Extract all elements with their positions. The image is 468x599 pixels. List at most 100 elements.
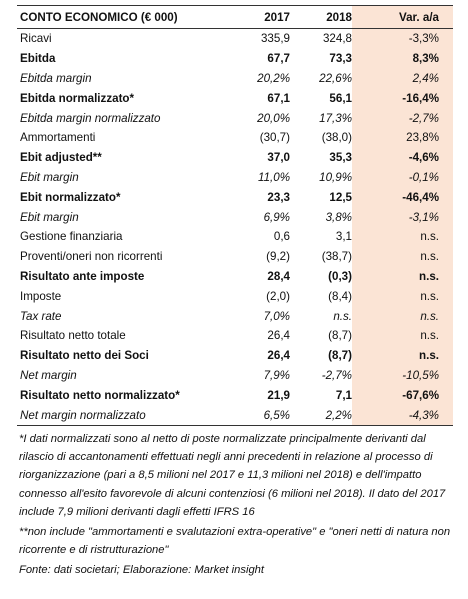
cell: 56,1	[329, 91, 352, 105]
cell: 7,9%	[263, 368, 290, 382]
cell: 3,8%	[325, 210, 352, 224]
cell: (8,7)	[328, 329, 352, 343]
cell: 26,4	[267, 329, 290, 343]
cell: 3,1	[335, 230, 352, 244]
table-row: Imposte (2,0) (8,4) n.s.	[17, 286, 453, 307]
cell: Risultato netto normalizzato*	[20, 388, 180, 402]
cell: n.s.	[352, 306, 453, 326]
header-cell: CONTO ECONOMICO (€ 000)	[17, 5, 245, 29]
cell: n.s.	[352, 266, 453, 287]
cell: 2,4%	[352, 68, 453, 89]
cell: Proventi/oneri non ricorrenti	[20, 250, 163, 264]
cell: -4,6%	[352, 147, 453, 168]
cell: 73,3	[329, 52, 352, 66]
table-row: Ebit margin 11,0% 10,9% -0,1%	[17, 167, 453, 188]
table-row: Ebit adjusted** 37,0 35,3 -4,6%	[17, 147, 453, 168]
table-row: Gestione finanziaria 0,6 3,1 n.s.	[17, 226, 453, 247]
cell: (38,7)	[321, 250, 352, 264]
cell: Ebit margin	[20, 210, 79, 224]
cell: (0,3)	[328, 269, 352, 283]
table-row: Ebitda margin normalizzato 20,0% 17,3% -2,7…	[17, 108, 453, 128]
cell: 20,2%	[257, 71, 290, 85]
cell: (30,7)	[259, 131, 290, 145]
table-row: Risultato netto totale 26,4 (8,7) n.s.	[17, 325, 453, 346]
cell: Ebitda margin	[20, 71, 92, 85]
cell: (2,0)	[266, 289, 290, 303]
cell: Gestione finanziaria	[20, 230, 123, 244]
cell: Ebit normalizzato*	[20, 190, 121, 204]
source: Fonte: dati societari; Elaborazione: Mar…	[19, 564, 265, 577]
cell: Imposte	[20, 289, 62, 303]
cell: 17,3%	[319, 111, 352, 125]
cell: 23,8%	[352, 127, 453, 148]
cell: 67,7	[267, 52, 290, 66]
cell: (8,7)	[328, 349, 352, 363]
cell: 8,3%	[352, 48, 453, 69]
cell: -16,4%	[352, 88, 453, 109]
header-cell: 2017	[245, 5, 290, 29]
cell: -46,4%	[352, 187, 453, 208]
cell: Ebitda	[20, 52, 56, 66]
cell: Net margin	[20, 368, 77, 382]
table-row: Ebit margin 6,9% 3,8% -3,1%	[17, 207, 453, 227]
cell: Risultato ante imposte	[20, 269, 145, 283]
header-row: CONTO ECONOMICO (€ 000) 2017 2018 Var. a/a	[17, 5, 453, 29]
cell: 23,3	[267, 190, 290, 204]
cell: 35,3	[329, 151, 352, 165]
table-row: Ebitda margin 20,2% 22,6% 2,4%	[17, 68, 453, 89]
header-cell: 2018	[290, 5, 352, 29]
cell: Ammortamenti	[20, 131, 96, 145]
cell: Ebitda normalizzato*	[20, 91, 135, 105]
cell: Ricavi	[20, 32, 52, 46]
table-row: Net margin 7,9% -2,7% -10,5%	[17, 365, 453, 386]
notes: *I dati normalizzati sono al netto di po…	[19, 430, 451, 582]
table-row: Tax rate 7,0% n.s. n.s.	[17, 306, 453, 326]
cell: -0,1%	[352, 167, 453, 188]
cell: -3,3%	[352, 28, 453, 49]
cell: -3,1%	[352, 207, 453, 227]
cell: 324,8	[322, 32, 352, 46]
cell: 67,1	[267, 91, 290, 105]
cell: (38,0)	[321, 131, 352, 145]
cell: Ebitda margin normalizzato	[20, 111, 161, 125]
cell: Net margin normalizzato	[17, 405, 245, 426]
cell: n.s.	[352, 246, 453, 267]
cell: n.s.	[333, 309, 352, 323]
cell: 10,9%	[319, 170, 352, 184]
cell: 28,4	[267, 269, 290, 283]
footnote: **non include "ammortamenti e svalutazio…	[19, 526, 451, 557]
cell: n.s.	[352, 325, 453, 346]
cell: n.s.	[352, 226, 453, 247]
table-row: Proventi/oneri non ricorrenti (9,2) (38,7)…	[17, 246, 453, 267]
cell: -67,6%	[352, 385, 453, 406]
cell: -2,7%	[321, 368, 352, 382]
cell: 0,6	[273, 230, 290, 244]
cell: 2,2%	[290, 405, 352, 426]
table-row: Ammortamenti (30,7) (38,0) 23,8%	[17, 127, 453, 148]
cell: Tax rate	[20, 309, 62, 323]
table-row: Risultato netto dei Soci 26,4 (8,7) n.s.	[17, 345, 453, 366]
table-row: Ebitda 67,7 73,3 8,3%	[17, 48, 453, 69]
table-row: Ricavi 335,9 324,8 -3,3%	[17, 28, 453, 49]
cell: 6,5%	[245, 405, 290, 426]
cell: n.s.	[352, 345, 453, 366]
cell: Ebit adjusted**	[20, 151, 102, 165]
table-row: Risultato ante imposte 28,4 (0,3) n.s.	[17, 266, 453, 287]
cell: 7,0%	[263, 309, 290, 323]
table-row: Ebit normalizzato* 23,3 12,5 -46,4%	[17, 187, 453, 208]
table-row: Risultato netto normalizzato* 21,9 7,1 -67,…	[17, 385, 453, 406]
cell: 26,4	[267, 349, 290, 363]
cell: 11,0%	[257, 170, 290, 184]
cell: -4,3%	[352, 405, 453, 426]
cell: n.s.	[352, 286, 453, 307]
table-row: Ebitda normalizzato* 67,1 56,1 -16,4%	[17, 88, 453, 109]
cell: 20,0%	[257, 111, 290, 125]
table-row: Net margin normalizzato 6,5% 2,2% -4,3%	[17, 405, 453, 426]
header-cell: Var. a/a	[352, 5, 453, 29]
cell: 6,9%	[263, 210, 290, 224]
cell: 22,6%	[319, 71, 352, 85]
footnote: *I dati normalizzati sono al netto di po…	[19, 433, 446, 518]
cell: 7,1	[335, 388, 352, 402]
cell: 21,9	[267, 388, 290, 402]
income-table: CONTO ECONOMICO (€ 000) 2017 2018 Var. a/a R…	[17, 5, 453, 426]
